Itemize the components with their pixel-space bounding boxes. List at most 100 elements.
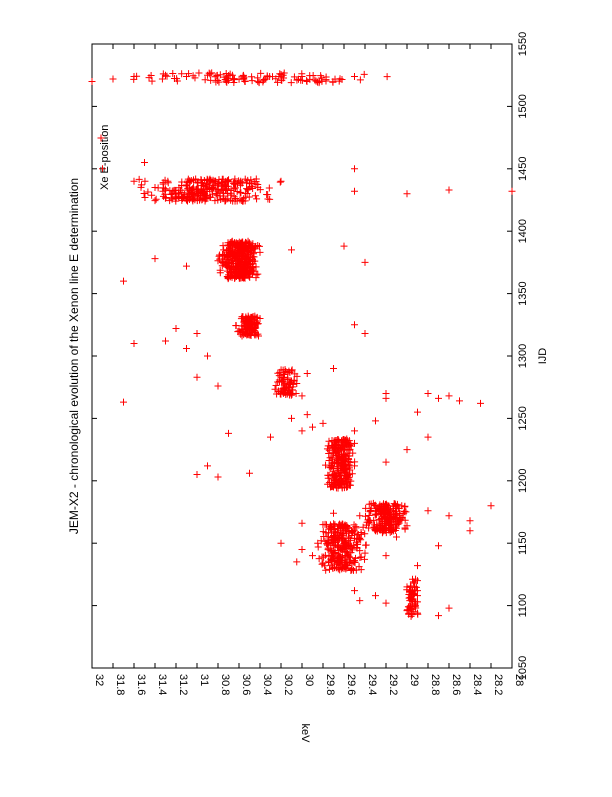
- data-point: [351, 558, 359, 566]
- data-point: [424, 433, 432, 441]
- legend-label: Xe E-position: [99, 125, 111, 190]
- data-point: [335, 558, 343, 566]
- data-point: [361, 555, 369, 563]
- data-point: [329, 565, 337, 573]
- data-point: [303, 369, 311, 377]
- data-point: [206, 70, 214, 78]
- data-point: [183, 345, 190, 353]
- data-point: [248, 73, 256, 81]
- data-point: [403, 446, 411, 454]
- data-point: [322, 461, 330, 469]
- data-point: [398, 513, 406, 521]
- data-point: [216, 266, 224, 274]
- data-point: [445, 186, 453, 194]
- data-point: [224, 247, 232, 255]
- data-point: [383, 73, 391, 81]
- data-point: [254, 270, 262, 278]
- data-point: [250, 267, 258, 275]
- data-point: [248, 246, 256, 254]
- data-point: [288, 366, 296, 374]
- data-point: [223, 185, 231, 193]
- data-point: [351, 587, 358, 595]
- data-point: [387, 522, 395, 530]
- data-point: [167, 190, 175, 198]
- data-point: [344, 455, 352, 463]
- data-point: [180, 194, 188, 202]
- data-point: [343, 558, 351, 566]
- data-point: [319, 419, 327, 427]
- data-point: [109, 75, 117, 83]
- data-point: [197, 186, 205, 194]
- data-point: [281, 370, 289, 378]
- data-point: [340, 469, 348, 477]
- data-point: [315, 77, 323, 85]
- data-point: [221, 258, 229, 266]
- data-point: [88, 77, 96, 85]
- data-point: [298, 519, 306, 527]
- data-point: [377, 505, 385, 513]
- data-point: [445, 604, 453, 612]
- data-point: [138, 181, 146, 189]
- data-point: [130, 177, 138, 185]
- data-point: [239, 239, 247, 247]
- data-point: [356, 554, 364, 562]
- data-point: [250, 250, 258, 258]
- data-point: [161, 190, 169, 198]
- data-point: [298, 545, 306, 553]
- data-point: [194, 185, 202, 193]
- data-point: [234, 328, 242, 336]
- data-point: [243, 267, 251, 275]
- data-point: [169, 70, 177, 78]
- x-tick-label: 1450: [517, 157, 529, 181]
- data-point: [242, 270, 250, 278]
- data-point: [366, 507, 374, 515]
- data-point: [163, 72, 171, 80]
- data-point: [336, 480, 344, 488]
- data-point: [309, 423, 316, 431]
- data-point: [237, 189, 245, 197]
- data-point: [293, 372, 301, 380]
- data-point: [466, 517, 474, 525]
- data-point: [264, 191, 272, 199]
- data-point: [288, 414, 295, 422]
- data-point: [382, 599, 390, 607]
- data-point: [303, 78, 311, 86]
- data-point: [435, 542, 442, 550]
- data-point: [329, 448, 337, 456]
- data-point: [245, 321, 253, 329]
- data-point: [345, 446, 353, 454]
- data-point: [321, 537, 329, 545]
- data-point: [376, 523, 384, 531]
- data-point: [186, 178, 194, 186]
- data-point: [334, 456, 342, 464]
- data-point: [214, 382, 222, 390]
- data-point: [219, 250, 227, 258]
- data-point: [382, 526, 390, 534]
- y-tick-label: 30: [303, 674, 315, 686]
- data-point: [407, 612, 415, 620]
- data-point: [331, 75, 339, 83]
- data-point: [145, 74, 153, 82]
- y-tick-label: 30.8: [219, 674, 231, 695]
- data-point: [251, 192, 259, 200]
- data-point: [152, 195, 160, 203]
- data-point: [263, 72, 271, 80]
- legend: Xe E-position: [97, 125, 111, 190]
- data-point: [351, 72, 358, 80]
- data-point: [412, 583, 420, 591]
- data-point: [311, 76, 319, 84]
- data-point: [285, 379, 293, 387]
- data-point: [141, 159, 148, 167]
- data-point: [349, 527, 357, 535]
- data-point: [367, 500, 375, 508]
- data-point: [407, 603, 415, 611]
- data-point: [288, 386, 296, 394]
- data-point: [159, 180, 167, 188]
- data-point: [318, 560, 326, 568]
- data-point: [130, 75, 138, 83]
- chart-title: JEM-X2 - chronological evolution of the …: [67, 178, 81, 534]
- data-point: [238, 322, 246, 330]
- data-point: [343, 549, 351, 557]
- data-point: [244, 330, 252, 338]
- data-point: [193, 330, 201, 338]
